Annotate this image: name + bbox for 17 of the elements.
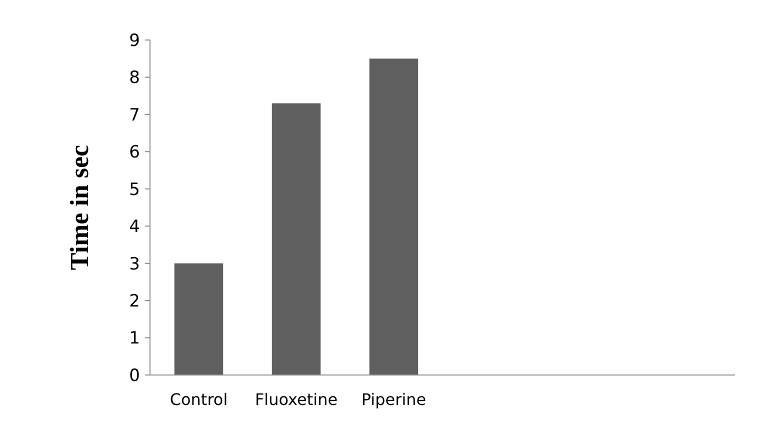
y-tick-label: 6: [129, 142, 140, 163]
y-axis-title: Time in sec: [65, 144, 94, 270]
y-tick-label: 7: [129, 105, 140, 126]
y-tick-label: 2: [129, 292, 140, 312]
x-tick-label: Control: [170, 390, 228, 409]
y-tick-label: 1: [129, 328, 140, 349]
y-tick-label: 0: [129, 366, 140, 386]
bar: [272, 103, 321, 375]
y-tick-label: 5: [129, 180, 140, 200]
y-tick-label: 4: [129, 217, 140, 238]
y-tick-label: 3: [129, 254, 140, 274]
bar: [369, 58, 418, 375]
x-tick-label: Piperine: [361, 390, 426, 409]
y-tick-label: 9: [129, 30, 140, 51]
x-tick-label: Fluoxetine: [254, 390, 338, 409]
bar: [174, 263, 224, 375]
y-tick-label: 8: [129, 68, 140, 88]
